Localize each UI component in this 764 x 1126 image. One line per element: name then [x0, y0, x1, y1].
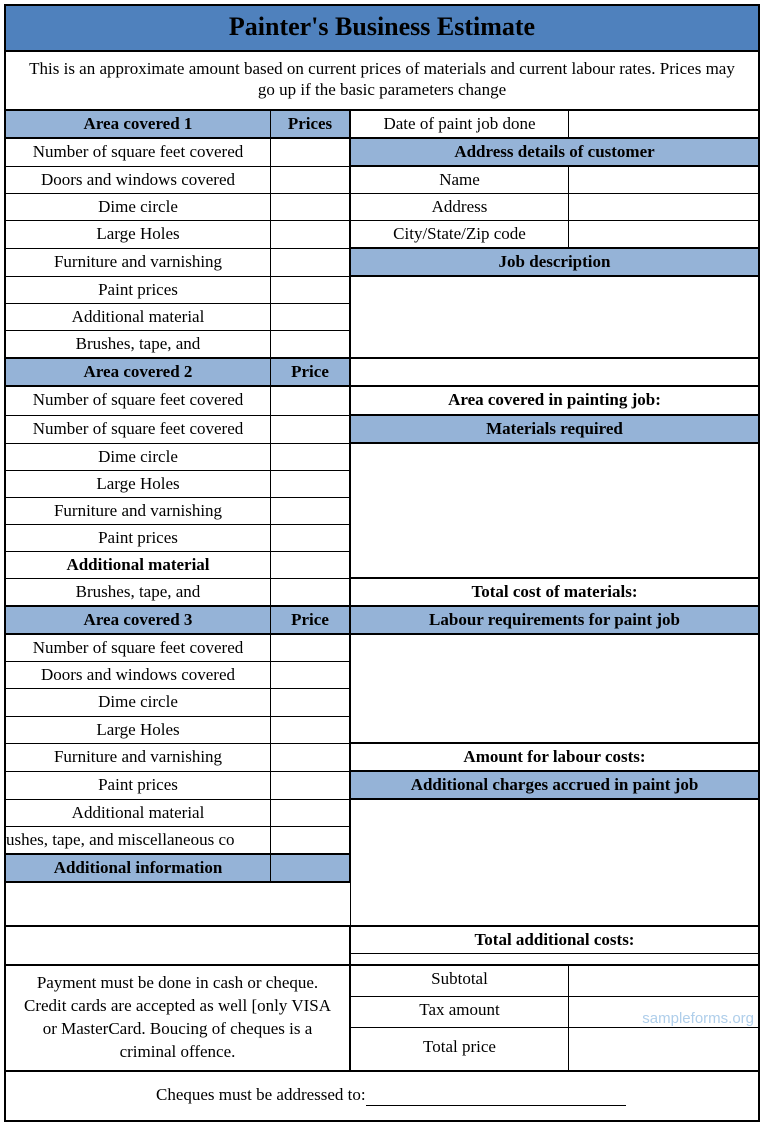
date-value[interactable] [569, 111, 758, 139]
area-painting-label: Area covered in painting job: [351, 387, 758, 415]
a2-price[interactable] [271, 498, 351, 525]
blank-left[interactable] [6, 927, 351, 966]
area1-prices-header: Prices [271, 111, 351, 139]
a1-price[interactable] [271, 221, 351, 249]
name-value[interactable] [569, 167, 758, 194]
area3-prices-header: Price [271, 607, 351, 635]
a2-price[interactable] [271, 444, 351, 471]
a1-row: Dime circle [6, 194, 271, 221]
a3-row: Additional material [6, 800, 271, 827]
name-label: Name [351, 167, 569, 194]
a2-brushes: Brushes, tape, and [6, 579, 271, 607]
a1-row: Large Holes [6, 221, 271, 249]
a3-row: ushes, tape, and miscellaneous co [6, 827, 271, 855]
a3-price[interactable] [271, 827, 351, 855]
a3-row: Paint prices [6, 772, 271, 800]
add-charges-header: Additional charges accrued in paint job [351, 772, 758, 800]
a2-row: Number of square feet covered [6, 416, 271, 444]
form-grid: Area covered 1 Prices Date of paint job … [6, 111, 758, 1121]
a1-row: Additional material [6, 304, 271, 331]
blank-hdr [271, 855, 351, 883]
a1-price[interactable] [271, 139, 351, 167]
a3-price[interactable] [271, 689, 351, 716]
a3-row: Number of square feet covered [6, 635, 271, 662]
a1-price[interactable] [271, 167, 351, 194]
a3-price[interactable] [271, 662, 351, 689]
blank[interactable] [351, 359, 758, 387]
materials-header: Materials required [351, 416, 758, 444]
a1-price[interactable] [271, 277, 351, 304]
labour-req-header: Labour requirements for paint job [351, 607, 758, 635]
a3-row: Large Holes [6, 717, 271, 744]
a3-price[interactable] [271, 800, 351, 827]
subtotal-value[interactable] [569, 966, 758, 997]
area1-header: Area covered 1 [6, 111, 271, 139]
cheque-addressee[interactable] [366, 1105, 626, 1106]
a1-row: Number of square feet covered [6, 139, 271, 167]
a3-price[interactable] [271, 772, 351, 800]
a1-price[interactable] [271, 304, 351, 331]
a2-price[interactable] [271, 579, 351, 607]
a2-add-mat: Additional material [6, 552, 271, 579]
area2-header: Area covered 2 [6, 359, 271, 387]
address-value[interactable] [569, 194, 758, 221]
a2-price[interactable] [271, 525, 351, 552]
a1-price[interactable] [271, 249, 351, 277]
a1-price[interactable] [271, 194, 351, 221]
address-header: Address details of customer [351, 139, 758, 167]
a2-price[interactable] [271, 387, 351, 415]
city-value[interactable] [569, 221, 758, 249]
total-materials: Total cost of materials: [351, 579, 758, 607]
add-info-body[interactable] [6, 883, 351, 927]
a1-row: Doors and windows covered [6, 167, 271, 194]
materials-body[interactable] [351, 444, 758, 579]
blank[interactable] [351, 954, 758, 966]
a1-row: Furniture and varnishing [6, 249, 271, 277]
a2-row: Furniture and varnishing [6, 498, 271, 525]
add-charges-body[interactable] [351, 800, 758, 927]
area3-header: Area covered 3 [6, 607, 271, 635]
footer-label: Cheques must be addressed to: [156, 1085, 366, 1104]
estimate-form: Painter's Business Estimate This is an a… [4, 4, 760, 1122]
tax-label: Tax amount [351, 997, 569, 1028]
job-desc-body[interactable] [351, 277, 758, 359]
add-info-header: Additional information [6, 855, 271, 883]
labour-cost-label: Amount for labour costs: [351, 744, 758, 772]
a2-row: Number of square feet covered [6, 387, 271, 415]
address-label: Address [351, 194, 569, 221]
a2-price[interactable] [271, 471, 351, 498]
a3-price[interactable] [271, 635, 351, 662]
a1-row: Paint prices [6, 277, 271, 304]
job-desc-header: Job description [351, 249, 758, 277]
a3-row: Doors and windows covered [6, 662, 271, 689]
a3-price[interactable] [271, 744, 351, 772]
a2-row: Paint prices [6, 525, 271, 552]
a2-price[interactable] [271, 416, 351, 444]
date-label: Date of paint job done [351, 111, 569, 139]
area2-prices-header: Price [271, 359, 351, 387]
a3-price[interactable] [271, 717, 351, 744]
form-title: Painter's Business Estimate [6, 6, 758, 52]
a2-price[interactable] [271, 552, 351, 579]
intro-text: This is an approximate amount based on c… [6, 52, 758, 111]
payment-note: Payment must be done in cash or cheque. … [6, 966, 351, 1072]
watermark: sampleforms.org [642, 1010, 754, 1027]
a2-row: Dime circle [6, 444, 271, 471]
a2-row: Large Holes [6, 471, 271, 498]
a3-row: Furniture and varnishing [6, 744, 271, 772]
total-additional: Total additional costs: [351, 927, 758, 954]
subtotal-label: Subtotal [351, 966, 569, 997]
a3-row: Dime circle [6, 689, 271, 716]
city-label: City/State/Zip code [351, 221, 569, 249]
labour-body[interactable] [351, 635, 758, 743]
a1-price[interactable] [271, 331, 351, 359]
a1-row: Brushes, tape, and [6, 331, 271, 359]
